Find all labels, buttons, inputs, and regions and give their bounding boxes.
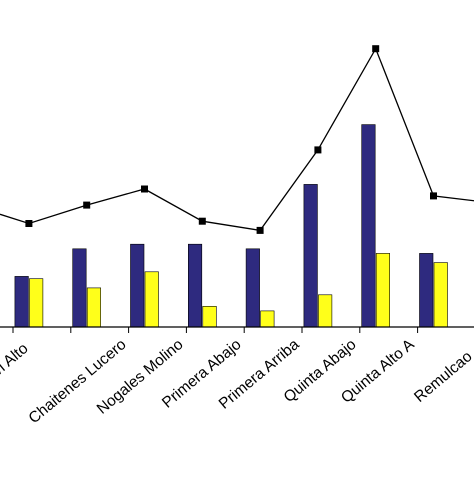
bar-series-2-6: [375, 253, 391, 328]
bar-series-2-4: [260, 310, 275, 328]
x-tick-label: Remulcao: [411, 348, 474, 406]
bar-series-1-6: [361, 124, 376, 328]
bar-series-2-3: [202, 305, 217, 328]
x-tick-label: Chaitenes Lucero: [26, 336, 130, 427]
bar-series-2-7: [433, 262, 448, 328]
line-point-1: [83, 201, 91, 209]
bar-series-2-0: [29, 278, 44, 328]
bar-series-1-7: [419, 253, 434, 328]
bars-layer: [14, 124, 448, 328]
line-point-7: [430, 192, 437, 200]
bar-series-1-3: [188, 243, 203, 328]
bar-series-2-1: [86, 287, 101, 328]
line-point-2: [141, 185, 148, 193]
line-point-0: [25, 220, 33, 227]
line-point-6: [372, 45, 380, 53]
x-axis: [0, 326, 474, 333]
line-series: [0, 45, 474, 234]
bar-series-2-2: [144, 271, 159, 328]
line-point-4: [256, 226, 264, 234]
line-series-path: [0, 47, 474, 232]
bar-series-1-5: [303, 184, 318, 328]
x-tick-label: vi Alto: [0, 340, 32, 380]
bar-series-2-5: [318, 294, 333, 328]
bar-series-1-4: [245, 248, 260, 328]
bar-series-1-1: [72, 248, 87, 328]
bar-series-1-0: [14, 276, 29, 328]
bar-series-1-2: [130, 243, 145, 328]
line-point-5: [314, 146, 322, 154]
line-point-3: [198, 217, 206, 225]
